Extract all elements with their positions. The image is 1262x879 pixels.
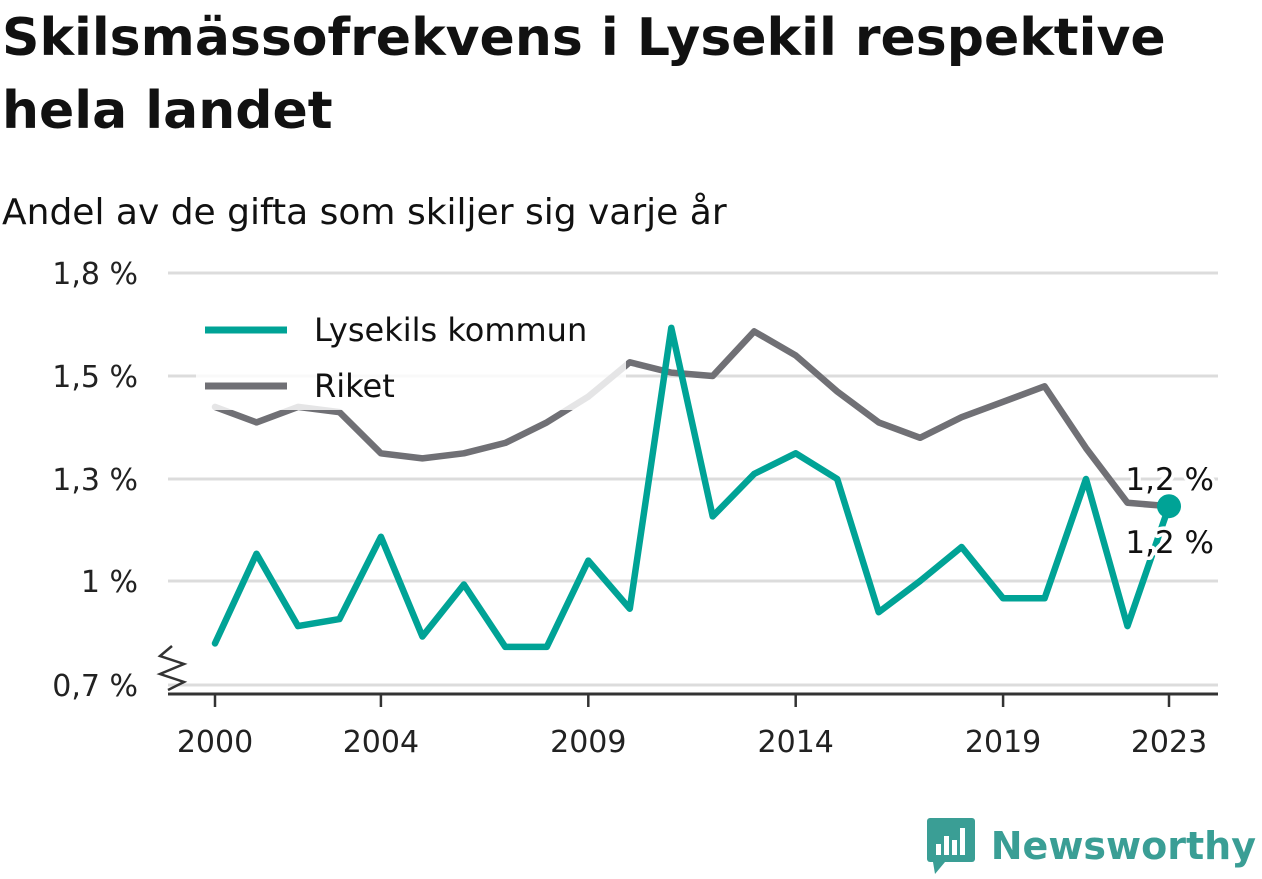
series-line (211, 324, 1173, 651)
axis-break-mark (156, 645, 188, 692)
legend-background (196, 300, 626, 410)
end-value-label: 1,2 % (1125, 525, 1214, 561)
legend-label: Riket (314, 367, 395, 405)
series-line (211, 328, 1173, 510)
y-tick-label: 1,5 % (52, 360, 138, 395)
legend: Lysekils kommun Riket (196, 300, 626, 410)
y-tick-label: 1,3 % (52, 463, 138, 498)
y-tick-label: 0,7 % (52, 669, 138, 704)
brand-name: Newsworthy (990, 824, 1256, 868)
x-tick-label: 2000 (177, 725, 253, 760)
x-axis: 2000 2004 2009 2014 2019 2023 (168, 692, 1218, 760)
end-value-label: 1,2 % (1125, 462, 1214, 498)
chart-subtitle: Andel av de gifta som skiljer sig varje … (2, 192, 727, 233)
x-tick-label: 2014 (758, 725, 834, 760)
chart-title: Skilsmässofrekvens i Lysekil respektive … (2, 8, 1166, 141)
x-tick-label: 2004 (343, 725, 419, 760)
x-tick-label: 2009 (550, 725, 626, 760)
brand: Newsworthy (926, 818, 1256, 874)
end-labels: 1,2 % 1,2 % (1122, 459, 1218, 565)
y-axis-ticks: 0,7 % 1 % 1,3 % 1,5 % 1,8 % (52, 257, 188, 704)
end-point-marker (1157, 494, 1181, 519)
x-tick-label: 2023 (1131, 725, 1207, 760)
series-lines (211, 324, 1181, 651)
y-tick-label: 1 % (81, 565, 138, 600)
legend-label: Lysekils kommun (314, 311, 587, 349)
newsworthy-logo-icon (926, 818, 975, 874)
y-tick-label: 1,8 % (52, 257, 138, 292)
x-tick-label: 2019 (965, 725, 1041, 760)
